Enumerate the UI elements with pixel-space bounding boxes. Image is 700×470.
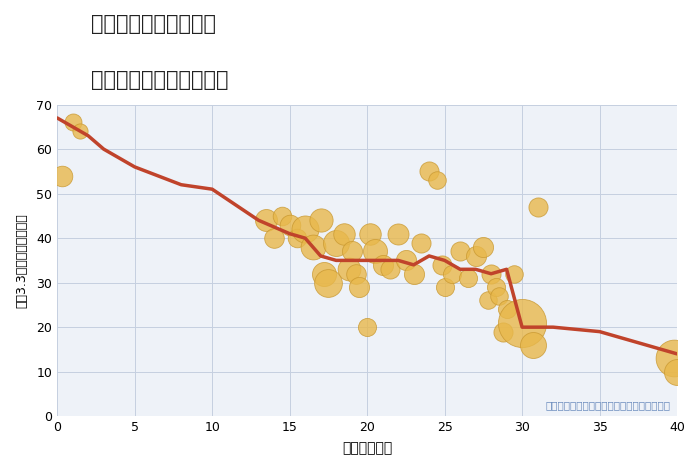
Point [671,368,682,376]
Point [318,270,329,277]
Point [501,306,512,313]
Point [408,270,419,277]
Point [509,270,520,277]
X-axis label: 築年数（年）: 築年数（年） [342,441,392,455]
Point [307,243,318,251]
Point [351,270,362,277]
Point [517,319,528,327]
Point [494,292,505,300]
Point [400,257,412,264]
Point [323,279,334,286]
Point [292,235,303,242]
Point [498,328,509,336]
Point [478,243,489,251]
Point [668,354,680,362]
Point [276,212,288,219]
Point [447,270,458,277]
Point [354,283,365,291]
Point [436,261,447,269]
Point [424,168,435,175]
Point [527,341,538,349]
Point [370,248,381,255]
Point [486,270,497,277]
Point [393,230,404,237]
Point [261,217,272,224]
Point [490,283,501,291]
Y-axis label: 坪（3.3㎡）単価（万円）: 坪（3.3㎡）単価（万円） [15,213,28,308]
Point [346,248,357,255]
Text: 築年数別中古戸建て価格: 築年数別中古戸建て価格 [91,70,228,91]
Point [462,274,473,282]
Point [470,252,481,260]
Point [67,118,78,126]
Point [300,226,311,233]
Point [361,323,372,331]
Point [269,235,280,242]
Point [431,177,442,184]
Point [330,239,342,246]
Point [482,297,493,304]
Point [75,127,86,135]
Point [315,217,326,224]
Text: 円の大きさは、取引のあった物件面積を示す: 円の大きさは、取引のあった物件面積を示す [546,400,671,410]
Point [532,203,543,211]
Text: 三重県鈴鹿市郡山町の: 三重県鈴鹿市郡山町の [91,14,216,34]
Point [365,230,376,237]
Point [377,261,388,269]
Point [343,266,354,273]
Point [56,172,67,180]
Point [284,221,295,228]
Point [385,266,396,273]
Point [416,239,427,246]
Point [439,283,450,291]
Point [454,248,466,255]
Point [338,230,349,237]
